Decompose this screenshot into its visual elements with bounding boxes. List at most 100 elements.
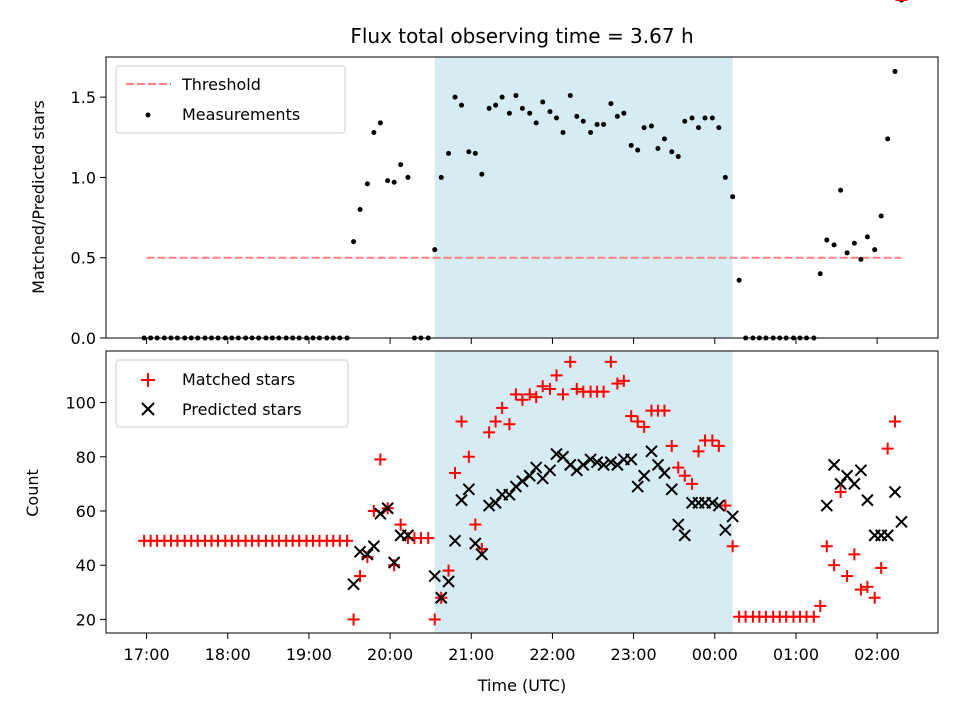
measurement-point bbox=[534, 120, 539, 125]
legend-threshold-label: Threshold bbox=[181, 75, 261, 94]
measurement-point bbox=[690, 116, 695, 121]
measurement-point bbox=[432, 247, 437, 252]
predicted-star-point bbox=[882, 530, 893, 541]
matched-star-point bbox=[869, 592, 881, 604]
y-axis-label-ratio: Matched/Predicted stars bbox=[29, 100, 48, 294]
measurement-point bbox=[385, 178, 390, 183]
measurement-point bbox=[520, 106, 525, 111]
y-tick-label: 100 bbox=[65, 394, 96, 413]
measurement-point bbox=[365, 181, 370, 186]
legend-counts: Matched stars Predicted stars bbox=[116, 360, 348, 427]
measurement-point bbox=[540, 99, 545, 104]
measurement-point bbox=[716, 125, 721, 130]
predicted-star-point bbox=[855, 465, 866, 476]
measurement-point bbox=[629, 143, 634, 148]
matched-star-point bbox=[374, 453, 386, 465]
measurement-point bbox=[446, 151, 451, 156]
matched-star-point bbox=[422, 532, 434, 544]
matched-star-point bbox=[861, 581, 873, 593]
legend-matched-label: Matched stars bbox=[182, 370, 295, 389]
y-tick-label: 0.0 bbox=[71, 329, 96, 348]
predicted-star-point bbox=[862, 495, 873, 506]
measurement-point bbox=[371, 130, 376, 135]
measurement-point bbox=[439, 175, 444, 180]
y-tick-label: 1.0 bbox=[71, 168, 96, 187]
x-tick-label: 20:00 bbox=[367, 645, 413, 664]
matched-star-point bbox=[395, 519, 407, 531]
measurement-point bbox=[662, 136, 667, 141]
y-tick-label: 60 bbox=[76, 502, 96, 521]
predicted-star-point bbox=[889, 487, 900, 498]
measurement-point bbox=[723, 175, 728, 180]
measurement-point bbox=[500, 95, 505, 100]
measurement-point bbox=[845, 250, 850, 255]
matched-star-point bbox=[855, 584, 867, 596]
measurement-point bbox=[703, 116, 708, 121]
matched-star-point bbox=[814, 600, 826, 612]
measurement-point bbox=[453, 95, 458, 100]
matched-star-point bbox=[808, 611, 820, 623]
x-tick-label: 23:00 bbox=[611, 645, 657, 664]
measurement-point bbox=[392, 180, 397, 185]
matched-star-point bbox=[821, 540, 833, 552]
matched-star-point bbox=[348, 613, 360, 625]
measurement-point bbox=[635, 148, 640, 153]
y-axis-label-count: Count bbox=[23, 469, 42, 517]
matched-star-point bbox=[341, 535, 353, 547]
measurement-point bbox=[358, 207, 363, 212]
measurement-point bbox=[879, 213, 884, 218]
predicted-star-point bbox=[829, 459, 840, 470]
panel-ratio: 0.0 0.5 1.0 1.5 Matched/Predicted stars Thr… bbox=[29, 0, 938, 348]
y-tick-label: 0.5 bbox=[71, 249, 96, 268]
measurement-point bbox=[466, 149, 471, 154]
measurement-point bbox=[682, 119, 687, 124]
measurement-point bbox=[730, 194, 735, 199]
measurement-point bbox=[527, 111, 532, 116]
x-tick-label: 01:00 bbox=[773, 645, 819, 664]
x-tick-label: 22:00 bbox=[529, 645, 575, 664]
x-tick-label: 21:00 bbox=[448, 645, 494, 664]
measurement-point bbox=[852, 241, 857, 246]
x-tick-label: 17:00 bbox=[124, 645, 170, 664]
predicted-star-point bbox=[375, 508, 386, 519]
measurement-point bbox=[548, 109, 553, 114]
measurement-point bbox=[493, 103, 498, 108]
measurement-point bbox=[710, 116, 715, 121]
measurement-point bbox=[581, 119, 586, 124]
measurement-point bbox=[858, 257, 863, 262]
chart-title: Flux total observing time = 3.67 h bbox=[350, 24, 693, 48]
measurement-point bbox=[649, 124, 654, 129]
y-tick-label: 1.5 bbox=[71, 88, 96, 107]
predicted-star-point bbox=[821, 500, 832, 511]
measurement-point bbox=[601, 122, 606, 127]
predicted-star-point bbox=[896, 516, 907, 527]
measurement-point bbox=[865, 234, 870, 239]
measurement-point bbox=[473, 151, 478, 156]
measurement-point bbox=[487, 106, 492, 111]
y-tick-label: 20 bbox=[76, 610, 96, 629]
measurement-point bbox=[642, 125, 647, 130]
measurement-point bbox=[838, 188, 843, 193]
matched-star-point bbox=[388, 559, 400, 571]
legend-ratio: Threshold Measurements bbox=[116, 66, 345, 133]
predicted-star-point bbox=[348, 579, 359, 590]
matched-star-point bbox=[882, 443, 894, 455]
matched-star-point bbox=[361, 551, 373, 563]
x-axis-time: 17:00 18:00 19:00 20:00 21:00 22:00 23:00 00:00… bbox=[124, 633, 901, 664]
measurement-point bbox=[832, 242, 837, 247]
y-axis-ratio: 0.0 0.5 1.0 1.5 bbox=[71, 88, 106, 348]
x-tick-label: 00:00 bbox=[692, 645, 738, 664]
matched-star-point bbox=[841, 570, 853, 582]
measurement-point bbox=[885, 136, 890, 141]
legend-predicted-label: Predicted stars bbox=[182, 400, 302, 419]
measurement-point bbox=[459, 103, 464, 108]
measurement-point bbox=[574, 114, 579, 119]
y-tick-label: 40 bbox=[76, 556, 96, 575]
measurement-point bbox=[560, 130, 565, 135]
matched-star-point bbox=[889, 416, 901, 428]
measurement-point bbox=[696, 125, 701, 130]
predicted-star-point bbox=[368, 541, 379, 552]
legend-measurements-label: Measurements bbox=[182, 105, 300, 124]
measurement-point bbox=[398, 162, 403, 167]
matched-star-point bbox=[828, 559, 840, 571]
